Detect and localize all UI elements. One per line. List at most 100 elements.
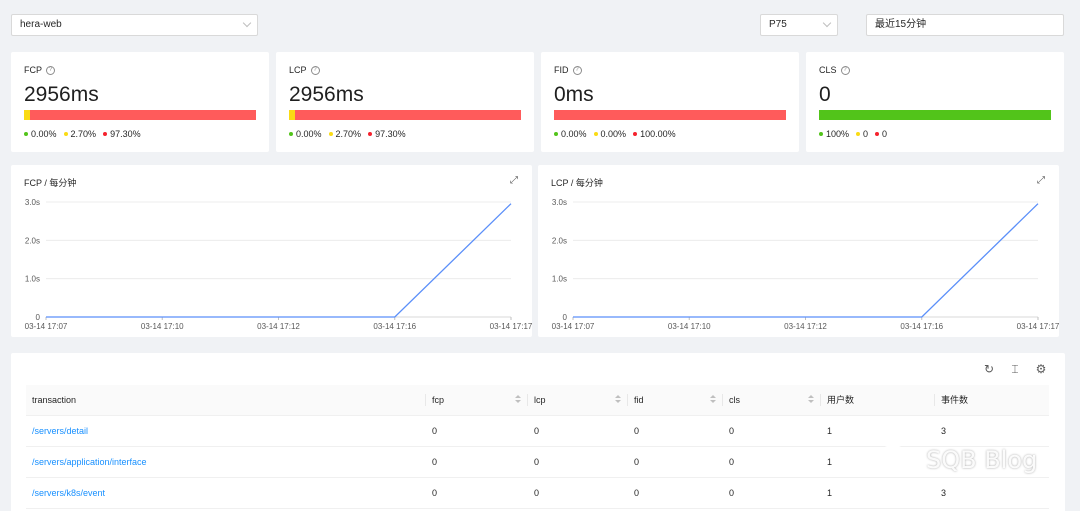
column-header-cls[interactable]: cls	[723, 385, 821, 416]
events-cell: 3	[935, 415, 1049, 447]
watermark: SQB Blog	[876, 444, 1037, 476]
metric-card-lcp: LCP? 2956ms 0.00% 2.70% 97.30%	[276, 52, 534, 152]
sort-icon[interactable]	[515, 395, 521, 403]
fcp-cell: 0	[426, 446, 528, 478]
question-icon[interactable]: ?	[46, 65, 55, 75]
transaction-cell: /servers/detail	[26, 415, 426, 447]
chart-title: FCP / 每分钟	[24, 178, 77, 188]
lcp-cell: 0	[528, 415, 628, 447]
fcp-cell: 0	[426, 415, 528, 447]
metric-value: 2956ms	[289, 83, 364, 106]
legend-good: 0.00%	[24, 129, 57, 139]
y-tick-label: 3.0s	[552, 198, 567, 207]
table-row: /servers/application/interface 0 0 0 0 1	[26, 446, 1049, 478]
y-tick-label: 2.0s	[552, 236, 567, 245]
metric-label: LCP	[289, 65, 307, 75]
distribution-legend: 100% 0 0	[819, 129, 887, 139]
distribution-bar	[24, 110, 256, 120]
events-cell: 3	[935, 477, 1049, 509]
x-tick-label: 03-14 17:10	[668, 322, 711, 331]
y-tick-label: 1.0s	[25, 275, 40, 284]
legend-poor: 100.00%	[633, 129, 676, 139]
users-cell: 1	[821, 477, 935, 509]
legend-poor: 97.30%	[368, 129, 406, 139]
reload-icon[interactable]: ↻	[983, 362, 995, 376]
transaction-cell: /servers/k8s/event	[26, 477, 426, 509]
column-header-transaction: transaction	[26, 385, 426, 416]
table-row: /servers/detail 0 0 0 0 1 3	[26, 415, 1049, 447]
app-select[interactable]: hera-web	[11, 14, 258, 36]
table-toolbar: ↻ ⌶ ⚙	[983, 362, 1047, 377]
y-tick-label: 0	[563, 313, 568, 322]
sort-icon[interactable]	[615, 395, 621, 403]
y-tick-label: 1.0s	[552, 275, 567, 284]
bar-segment-mid	[289, 110, 296, 120]
transaction-link[interactable]: /servers/detail	[32, 425, 89, 436]
metric-label: FID	[554, 65, 569, 75]
metric-value: 0	[819, 83, 831, 106]
metric-card-fcp: FCP? 2956ms 0.00% 2.70% 97.30%	[11, 52, 269, 152]
events-cell	[935, 446, 1049, 478]
transaction-link[interactable]: /servers/application/interface	[32, 456, 147, 467]
legend-good: 0.00%	[289, 129, 322, 139]
x-tick-label: 03-14 17:17	[490, 322, 532, 331]
percentile-select-value: P75	[769, 19, 787, 30]
watermark-text: SQB Blog	[926, 446, 1038, 474]
question-icon[interactable]: ?	[310, 65, 320, 75]
metric-card-title: CLS?	[819, 65, 850, 75]
distribution-legend: 0.00% 2.70% 97.30%	[289, 129, 406, 139]
series-line	[46, 203, 512, 318]
bar-segment-poor	[554, 110, 786, 120]
metric-label: CLS	[819, 65, 837, 75]
column-header-fcp[interactable]: fcp	[426, 385, 528, 416]
x-tick-label: 03-14 17:10	[141, 322, 184, 331]
time-range-picker[interactable]: 最近15分钟	[866, 14, 1064, 36]
metric-label: FCP	[24, 65, 42, 75]
column-header-fid[interactable]: fid	[628, 385, 723, 416]
metric-card-cls: CLS? 0 100% 0 0	[806, 52, 1064, 152]
metric-card-title: FID?	[554, 65, 582, 75]
x-tick-label: 03-14 17:07	[552, 322, 595, 331]
legend-mid: 0.00%	[593, 129, 626, 139]
question-icon[interactable]: ?	[572, 65, 582, 75]
legend-poor: 0	[875, 129, 887, 139]
app-select-value: hera-web	[20, 19, 62, 30]
column-header-events: 事件数	[935, 385, 1049, 416]
column-header-lcp[interactable]: lcp	[528, 385, 628, 416]
distribution-bar	[289, 110, 521, 120]
fcp-cell: 0	[426, 477, 528, 509]
lcp-cell: 0	[528, 477, 628, 509]
legend-good: 0.00%	[554, 129, 587, 139]
expand-icon[interactable]: ⤢	[1037, 175, 1045, 186]
cls-cell: 0	[723, 446, 821, 478]
percentile-select[interactable]: P75	[760, 14, 838, 36]
legend-mid: 2.70%	[328, 129, 361, 139]
x-tick-label: 03-14 17:17	[1017, 322, 1059, 331]
cls-cell: 0	[723, 415, 821, 447]
bar-segment-poor	[295, 110, 521, 120]
lcp-line-chart: 0 1.0s 2.0s 3.0s 03-14 17:07 03-14 17:10 03-14…	[552, 198, 1059, 331]
settings-icon[interactable]: ⚙	[1035, 362, 1047, 376]
metric-value: 0ms	[554, 83, 594, 106]
sort-icon[interactable]	[710, 395, 716, 403]
x-tick-label: 03-14 17:12	[257, 322, 300, 331]
transaction-table-panel: ↻ ⌶ ⚙ transaction fcp lcp fid cls 用户数 事件…	[11, 353, 1065, 511]
expand-icon[interactable]: ⤢	[510, 175, 518, 186]
legend-mid: 0	[856, 129, 868, 139]
fcp-line-chart: 0 1.0s 2.0s 3.0s 03-14 17:07 03-14 17:10 03-14…	[25, 198, 532, 331]
question-icon[interactable]: ?	[840, 65, 850, 75]
chevron-down-icon	[822, 18, 832, 28]
chevron-down-icon	[242, 18, 252, 28]
users-cell: 1	[821, 415, 935, 447]
table-header-row: transaction fcp lcp fid cls 用户数 事件数	[26, 385, 1049, 416]
time-range-value: 最近15分钟	[875, 19, 927, 30]
lcp-cell: 0	[528, 446, 628, 478]
metric-card-title: LCP?	[289, 65, 320, 75]
column-height-icon[interactable]: ⌶	[1011, 362, 1019, 376]
transaction-link[interactable]: /servers/k8s/event	[32, 487, 106, 498]
distribution-legend: 0.00% 0.00% 100.00%	[554, 129, 676, 139]
x-tick-label: 03-14 17:07	[25, 322, 68, 331]
legend-poor: 97.30%	[103, 129, 141, 139]
sort-icon[interactable]	[808, 395, 814, 403]
legend-good: 100%	[819, 129, 849, 139]
